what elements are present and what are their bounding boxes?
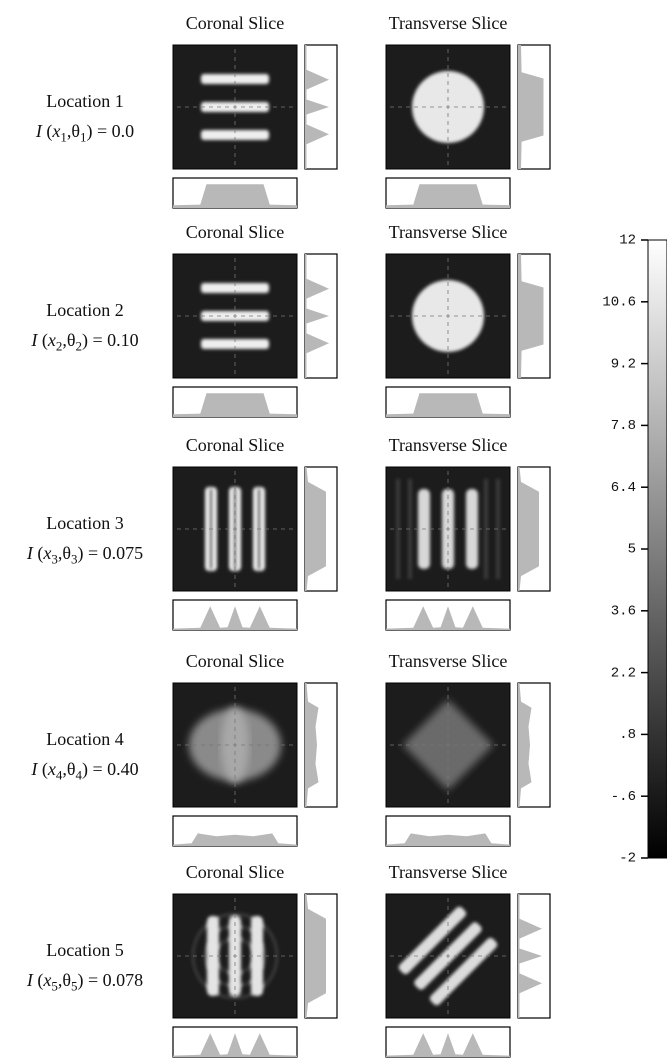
coronal-image: [173, 894, 297, 1018]
transverse-image: [386, 467, 510, 591]
bottom-profile: [386, 387, 510, 417]
location-label: Location 5: [46, 940, 123, 960]
formula-part: (: [33, 970, 44, 990]
slice-title: Transverse Slice: [389, 13, 508, 33]
location-label: Location 1: [46, 91, 123, 111]
formula-part: ,θ: [58, 543, 71, 563]
formula-part: (: [37, 759, 48, 779]
side-profile: [518, 45, 550, 169]
side-profile: [305, 683, 337, 807]
coronal-image: [173, 254, 297, 378]
bottom-profile: [173, 178, 297, 208]
metric-formula: I (x1,θ1) = 0.0: [0, 121, 170, 146]
formula-part: (: [42, 121, 53, 141]
formula-part: ) = 0.10: [82, 330, 139, 350]
formula-part: ,θ: [62, 759, 75, 779]
slice-title: Transverse Slice: [389, 435, 508, 455]
side-profile: [518, 467, 550, 591]
formula-part: ) = 0.0: [86, 121, 134, 141]
side-profile: [305, 894, 337, 1018]
transverse-image: [386, 45, 510, 169]
colorbar-tick-label: 5: [628, 542, 636, 558]
colorbar-tick-label: 3.6: [611, 604, 636, 620]
formula-part: ) = 0.40: [82, 759, 139, 779]
coronal-image: [173, 45, 297, 169]
bottom-profile: [386, 178, 510, 208]
slice-title: Coronal Slice: [186, 651, 284, 671]
slice-title: Transverse Slice: [389, 651, 508, 671]
slice-title: Coronal Slice: [186, 13, 284, 33]
bottom-profile: [173, 600, 297, 630]
location-label: Location 3: [46, 513, 123, 533]
colorbar-tick-label: 6.4: [611, 480, 636, 496]
bottom-profile: [386, 1027, 510, 1057]
slice-title: Coronal Slice: [186, 222, 284, 242]
metric-formula: I (x3,θ3) = 0.075: [0, 543, 170, 568]
colorbar-tick-label: 12: [619, 233, 636, 249]
slice-title: Coronal Slice: [186, 862, 284, 882]
figure: Coronal Slice Transverse Slice Location 1 C…: [0, 0, 667, 1059]
colorbar-tick-label: -.6: [611, 789, 636, 805]
colorbar-tick-label: 7.8: [611, 418, 636, 434]
colorbar-tick-label: 2.2: [611, 665, 636, 681]
bottom-profile: [173, 816, 297, 846]
transverse-image: [386, 254, 510, 378]
side-profile: [305, 254, 337, 378]
formula-part: x: [48, 330, 56, 350]
formula-part: (: [37, 330, 48, 350]
slice-title: Transverse Slice: [389, 222, 508, 242]
transverse-image: [386, 683, 510, 807]
colorbar-tick-label: 9.2: [611, 356, 636, 372]
side-profile: [518, 683, 550, 807]
colorbar-tick-label: -2: [619, 851, 636, 867]
side-profile: [305, 45, 337, 169]
bottom-profile: [386, 600, 510, 630]
colorbar: [648, 240, 667, 858]
side-profile: [518, 254, 550, 378]
bottom-profile: [173, 1027, 297, 1057]
formula-part: ,θ: [62, 330, 75, 350]
bottom-profile: [173, 387, 297, 417]
metric-formula: I (x4,θ4) = 0.40: [0, 759, 170, 784]
colorbar-tick-label: .8: [619, 727, 636, 743]
figure-canvas: Coronal Slice Transverse Slice Location 1 C…: [0, 0, 667, 1059]
slice-title: Coronal Slice: [186, 435, 284, 455]
side-profile: [518, 894, 550, 1018]
coronal-image: [173, 467, 297, 591]
bottom-profile: [386, 816, 510, 846]
slice-title: Transverse Slice: [389, 862, 508, 882]
location-label: Location 2: [46, 300, 123, 320]
metric-formula: I (x5,θ5) = 0.078: [0, 970, 170, 995]
formula-part: ) = 0.078: [77, 970, 143, 990]
metric-formula: I (x2,θ2) = 0.10: [0, 330, 170, 355]
formula-part: x: [48, 759, 56, 779]
formula-part: ,θ: [67, 121, 80, 141]
location-label: Location 4: [46, 729, 123, 749]
colorbar-tick-label: 10.6: [602, 295, 636, 311]
formula-part: (: [33, 543, 44, 563]
coronal-image: [173, 683, 297, 807]
side-profile: [305, 467, 337, 591]
formula-part: ) = 0.075: [77, 543, 143, 563]
transverse-image: [386, 894, 510, 1018]
formula-part: ,θ: [58, 970, 71, 990]
